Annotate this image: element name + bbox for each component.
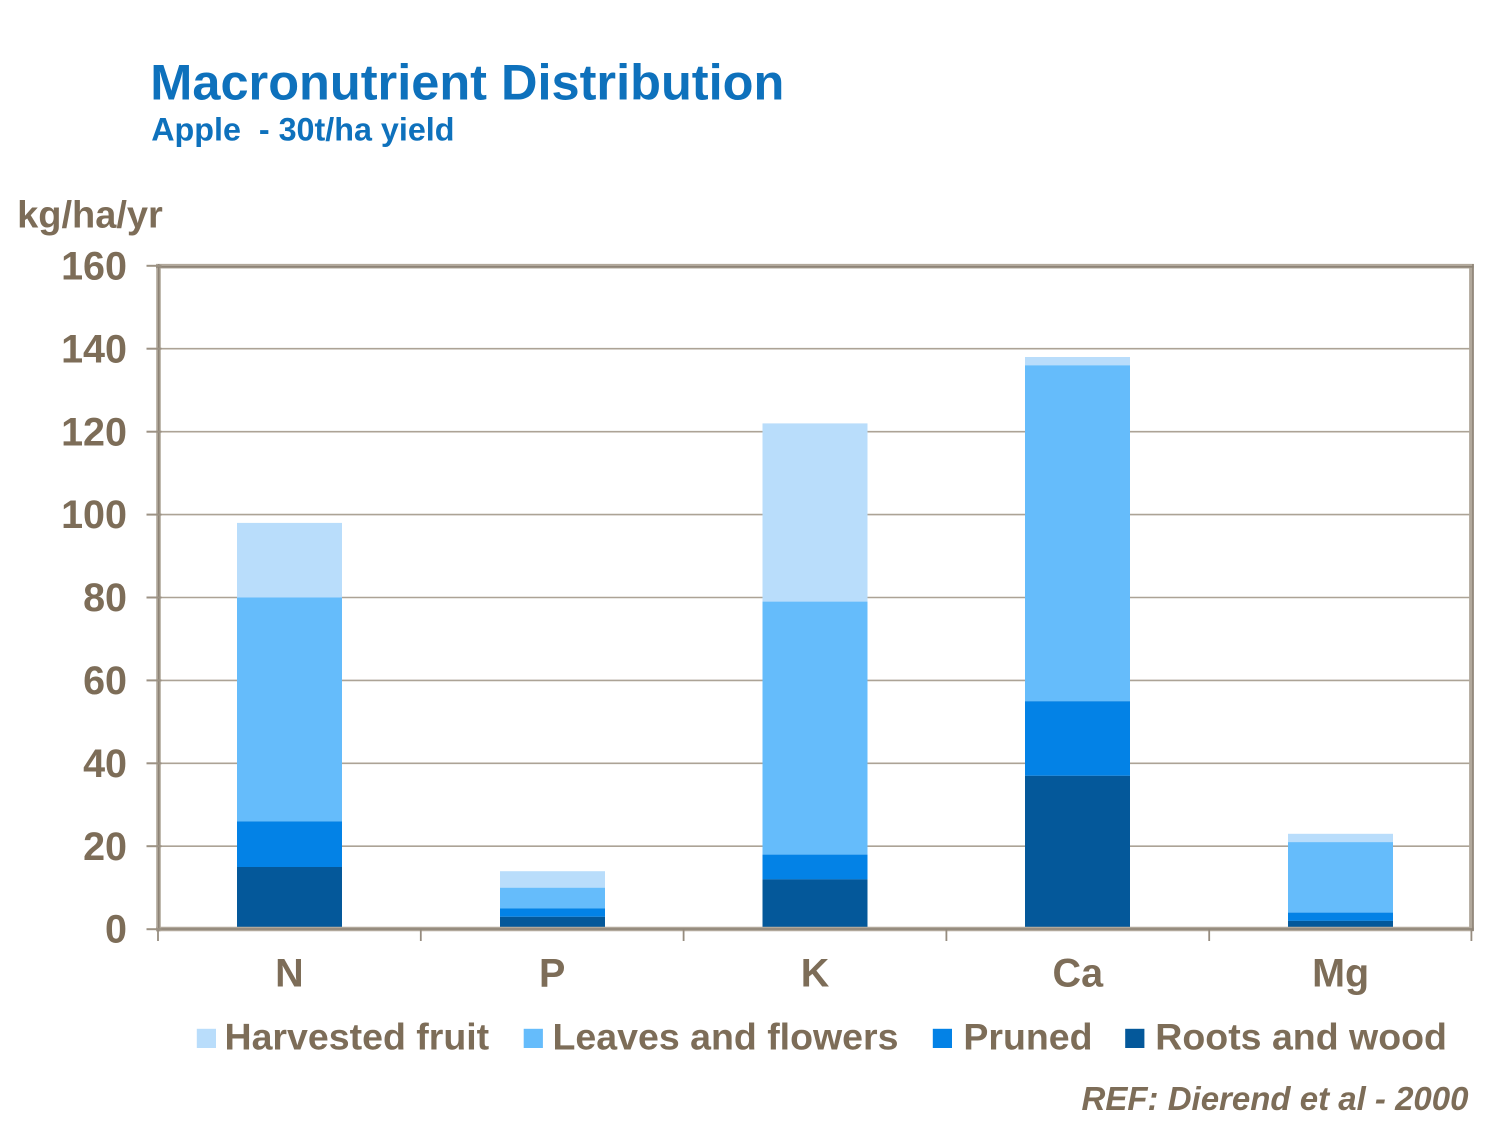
svg-text:Macronutrient Distribution: Macronutrient Distribution: [150, 54, 784, 111]
svg-text:20: 20: [83, 825, 127, 869]
svg-text:60: 60: [83, 659, 127, 703]
svg-text:N: N: [275, 952, 304, 996]
svg-text:80: 80: [83, 576, 127, 620]
svg-text:Mg: Mg: [1312, 952, 1369, 996]
svg-text:kg/ha/yr: kg/ha/yr: [17, 195, 163, 237]
svg-text:0: 0: [105, 908, 127, 952]
svg-text:40: 40: [83, 742, 127, 786]
svg-text:120: 120: [61, 410, 127, 454]
svg-text:K: K: [801, 952, 830, 996]
svg-text:Ca: Ca: [1053, 952, 1105, 996]
svg-text:P: P: [539, 952, 565, 996]
svg-text:Pruned: Pruned: [963, 1016, 1092, 1058]
svg-text:100: 100: [61, 493, 127, 537]
svg-text:Apple - 30t/ha yield: Apple - 30t/ha yield: [151, 112, 454, 148]
svg-text:Harvested fruit: Harvested fruit: [225, 1016, 490, 1058]
svg-text:REF: Dierend et al - 2000: REF: Dierend et al - 2000: [1082, 1080, 1470, 1117]
svg-text:160: 160: [61, 245, 127, 289]
svg-text:Leaves and flowers: Leaves and flowers: [553, 1016, 899, 1058]
svg-text:Roots and wood: Roots and wood: [1155, 1016, 1447, 1058]
svg-text:140: 140: [61, 327, 127, 371]
